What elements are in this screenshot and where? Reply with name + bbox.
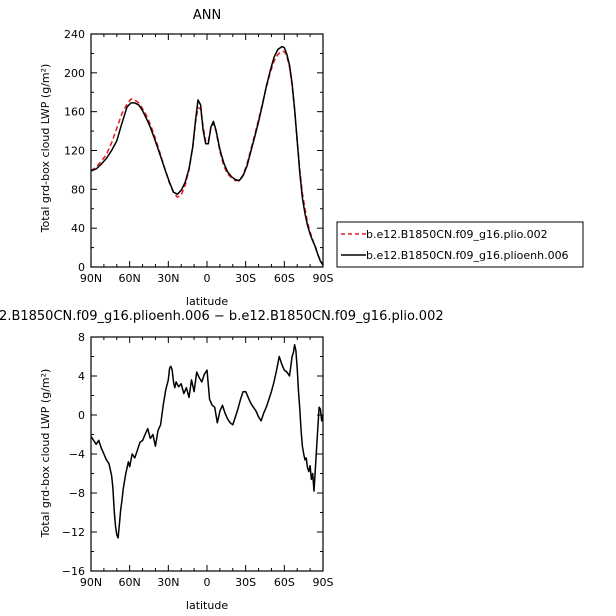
top-y-axis-label: Total grd-box cloud LWP (g/m²) [39,64,52,234]
top-x-tick-label: 90S [313,272,334,285]
bottom-x-tick-label: 0 [204,576,211,589]
bottom-x-tick-label: 30S [235,576,256,589]
top-x-tick-label: 0 [204,272,211,285]
top-y-tick-label: 40 [71,222,85,235]
top-x-tick-label: 60S [274,272,295,285]
top-series-line-1 [90,45,324,266]
bottom-y-tick-label: −4 [69,448,85,461]
bottom-series-line-0 [90,344,324,539]
bottom-plot-area: 90N 60N 30N 0 30S 60S 90S −16 −12 −8 −4 0 4 8 [62,331,334,589]
bottom-x-tick-label: 90N [80,576,102,589]
bottom-y-tick-label: 8 [78,331,85,344]
legend-box [336,221,584,268]
bottom-panel-difference: b.e12.B1850CN.f09_g16.plioenh.006 − b.e1… [0,309,444,612]
bottom-x-tick-label: 60N [119,576,141,589]
top-y-tick-label: 120 [64,145,85,158]
bottom-axis-ticks: 90N 60N 30N 0 30S 60S 90S −16 −12 −8 −4 0 4 8 [62,331,334,589]
top-y-tick-label: 80 [71,183,85,196]
bottom-y-tick-label: −16 [62,565,85,578]
top-panel-lwp: ANN Total grd-box cloud LWP (g/m²) latit… [39,8,334,308]
bottom-y-tick-label: 0 [78,409,85,422]
bottom-x-tick-label: 90S [313,576,334,589]
top-axis-ticks: 90N 60N 30N 0 30S 60S 90S 0 40 80 120 160 200 240 [64,28,334,285]
legend-label-plio: b.e12.B1850CN.f09_g16.plio.002 [366,228,548,241]
bottom-x-tick-label: 30N [157,576,179,589]
top-series-lines [90,45,324,266]
bottom-x-axis-label: latitude [186,599,228,612]
bottom-plot-frame [90,336,324,572]
top-series-line-0 [90,50,324,266]
top-y-tick-label: 240 [64,28,85,41]
bottom-series-lines [90,344,324,539]
legend-label-plioenh: b.e12.B1850CN.f09_g16.plioenh.006 [366,249,569,262]
bottom-y-axis-label: Total grd-box cloud LWP (g/m²) [39,369,52,539]
top-plot-frame [90,33,324,268]
top-y-tick-label: 200 [64,67,85,80]
top-x-axis-label: latitude [186,295,228,308]
top-x-tick-label: 90N [80,272,102,285]
top-plot-area: 90N 60N 30N 0 30S 60S 90S 0 40 80 120 160 200 240 [64,28,334,285]
top-x-tick-label: 30N [157,272,179,285]
top-y-tick-label: 0 [78,261,85,274]
bottom-y-tick-label: −8 [69,487,85,500]
bottom-chart-title: b.e12.B1850CN.f09_g16.plioenh.006 − b.e1… [0,309,444,324]
bottom-y-tick-label: 4 [78,370,85,383]
bottom-y-tick-label: −12 [62,526,85,539]
top-chart-title: ANN [193,8,221,23]
bottom-x-tick-label: 60S [274,576,295,589]
top-x-tick-label: 60N [119,272,141,285]
top-x-tick-label: 30S [235,272,256,285]
legend: b.e12.B1850CN.f09_g16.plio.002 b.e12.B18… [336,221,584,268]
top-y-tick-label: 160 [64,106,85,119]
